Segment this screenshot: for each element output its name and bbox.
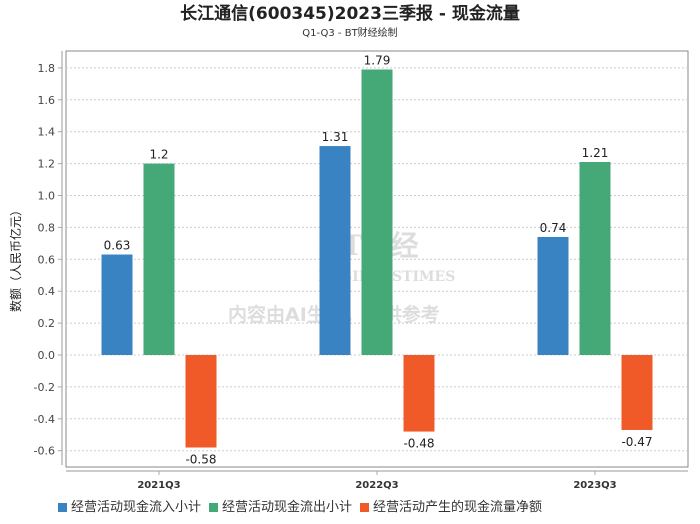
legend-label: 经营活动现金流出小计 [222,500,353,515]
y-tick-label: 1.2 [38,158,56,171]
data-label: 1.2 [149,148,168,162]
bar [403,355,435,432]
legend-swatch [360,503,370,512]
y-tick-label: 1.6 [38,94,56,107]
y-tick-label: 1.0 [38,190,56,203]
x-tick-label: 2021Q3 [137,480,180,491]
data-label: 1.21 [582,146,609,160]
legend-item[interactable]: 经营活动现金流入小计 [58,500,201,516]
y-tick-label: 0.2 [38,317,56,330]
legend-swatch [58,503,67,512]
bar [621,355,653,430]
bar [319,146,351,355]
legend: 经营活动现金流入小计 经营活动现金流出小计 经营活动产生的现金流量净额 [58,500,542,516]
y-tick-label: -0.4 [34,413,55,426]
x-tick-label: 2023Q3 [573,480,616,491]
y-tick-label: 0.8 [38,221,56,234]
bar [101,254,133,355]
legend-item[interactable]: 经营活动现金流出小计 [209,500,352,516]
data-label: 1.79 [364,53,391,67]
bar [361,69,393,356]
data-label: 1.31 [322,130,349,144]
y-tick-label: -0.6 [34,445,55,458]
legend-label: 经营活动现金流入小计 [71,500,202,515]
y-tick-label: -0.2 [34,381,55,394]
y-tick-label: 0.4 [38,285,56,298]
y-tick-label: 1.4 [38,126,56,139]
bar [185,355,217,448]
y-tick-label: 1.8 [38,62,56,75]
data-label: -0.47 [621,435,652,449]
chart-subtitle: Q1-Q3 - BT财经绘制 [302,28,398,39]
y-axis-label: 数额（人民币亿元） [8,204,23,312]
legend-label: 经营活动产生的现金流量净额 [373,500,543,515]
data-label: -0.48 [403,437,434,451]
data-label: 0.74 [540,221,567,235]
legend-item[interactable]: 经营活动产生的现金流量净额 [360,500,542,516]
bar [143,163,175,355]
legend-swatch [209,503,219,512]
y-tick-label: 0.6 [38,253,56,266]
data-label: 0.63 [104,239,131,253]
y-tick-label: 0.0 [38,349,56,362]
bar [537,236,569,355]
chart-title: 长江通信(600345)2023三季报 - 现金流量 [180,4,520,24]
x-tick-label: 2022Q3 [355,480,398,491]
bar [579,162,611,355]
data-label: -0.58 [185,453,216,467]
